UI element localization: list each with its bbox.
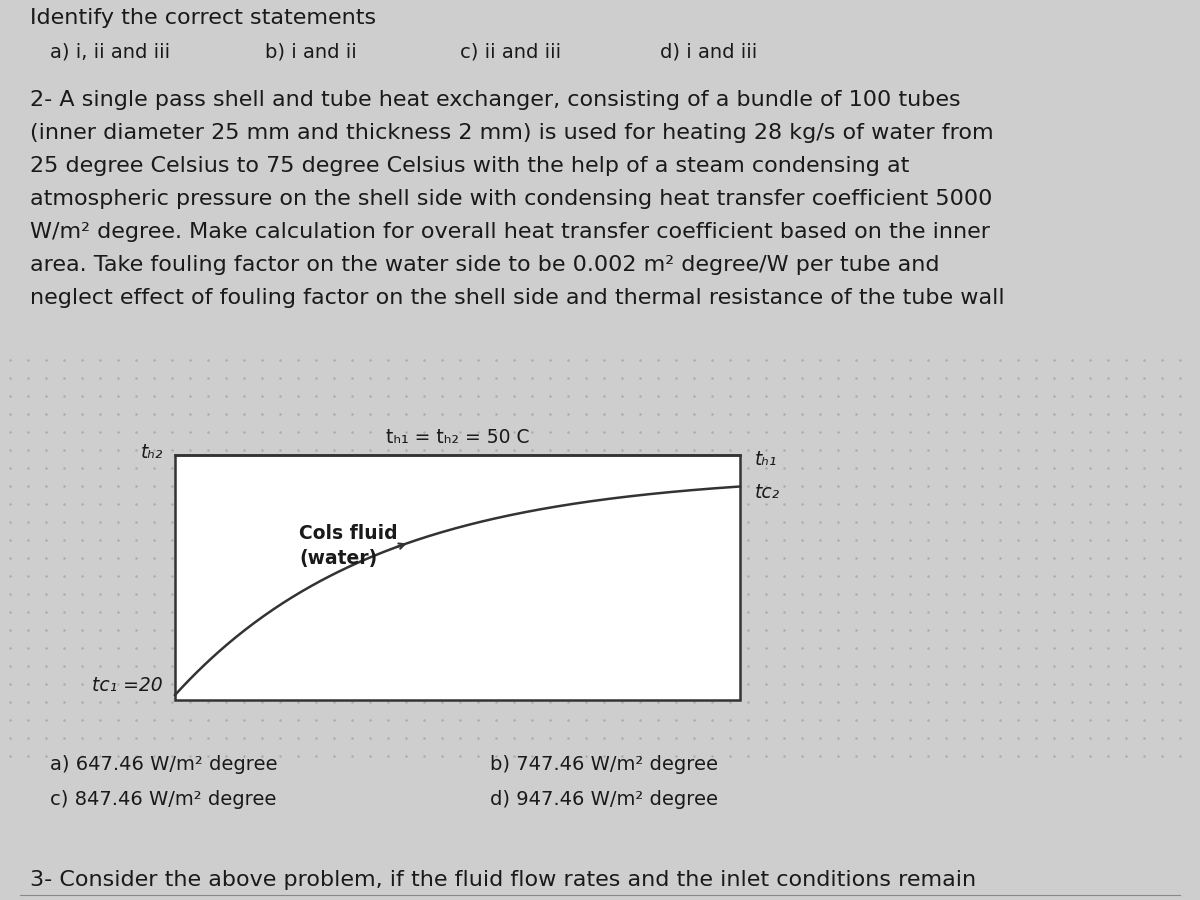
Text: tᴄ₂: tᴄ₂ xyxy=(755,483,780,502)
Text: 3- Consider the above problem, if the fluid flow rates and the inlet conditions : 3- Consider the above problem, if the fl… xyxy=(30,870,976,890)
Text: tᴄ₁ =20: tᴄ₁ =20 xyxy=(92,676,163,695)
Text: c) 847.46 W/m² degree: c) 847.46 W/m² degree xyxy=(50,790,276,809)
Text: Identify the correct statements: Identify the correct statements xyxy=(30,8,376,28)
Text: a) i, ii and iii: a) i, ii and iii xyxy=(50,42,170,61)
Text: W/m² degree. Make calculation for overall heat transfer coefficient based on the: W/m² degree. Make calculation for overal… xyxy=(30,222,990,242)
Text: tₕ₁ = tₕ₂ = 50 C: tₕ₁ = tₕ₂ = 50 C xyxy=(385,428,529,447)
Text: 2- A single pass shell and tube heat exchanger, consisting of a bundle of 100 tu: 2- A single pass shell and tube heat exc… xyxy=(30,90,961,110)
Text: neglect effect of fouling factor on the shell side and thermal resistance of the: neglect effect of fouling factor on the … xyxy=(30,288,1004,308)
Text: area. Take fouling factor on the water side to be 0.002 m² degree/W per tube and: area. Take fouling factor on the water s… xyxy=(30,255,940,275)
Text: Cols fluid
(water): Cols fluid (water) xyxy=(299,524,398,568)
Text: 25 degree Celsius to 75 degree Celsius with the help of a steam condensing at: 25 degree Celsius to 75 degree Celsius w… xyxy=(30,156,910,176)
Text: tₕ₁: tₕ₁ xyxy=(755,450,778,469)
Text: tₕ₂: tₕ₂ xyxy=(140,443,163,462)
Text: d) 947.46 W/m² degree: d) 947.46 W/m² degree xyxy=(490,790,718,809)
Bar xyxy=(175,455,740,700)
Text: b) i and ii: b) i and ii xyxy=(265,42,356,61)
Text: (inner diameter 25 mm and thickness 2 mm) is used for heating 28 kg/s of water f: (inner diameter 25 mm and thickness 2 mm… xyxy=(30,123,994,143)
Text: b) 747.46 W/m² degree: b) 747.46 W/m² degree xyxy=(490,755,718,774)
Text: d) i and iii: d) i and iii xyxy=(660,42,757,61)
Text: c) ii and iii: c) ii and iii xyxy=(460,42,562,61)
Text: a) 647.46 W/m² degree: a) 647.46 W/m² degree xyxy=(50,755,277,774)
Text: atmospheric pressure on the shell side with condensing heat transfer coefficient: atmospheric pressure on the shell side w… xyxy=(30,189,992,209)
